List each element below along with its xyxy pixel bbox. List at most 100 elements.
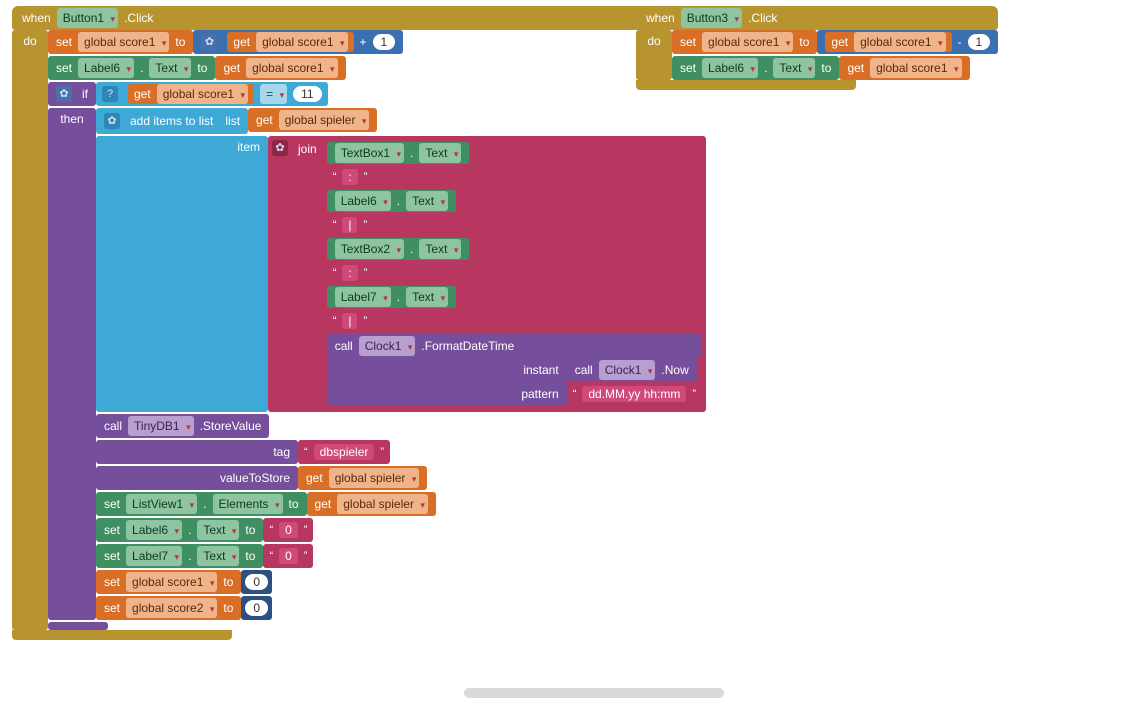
call-method-block[interactable]: call Clock1 .Now xyxy=(567,358,697,382)
op-dropdown[interactable]: = xyxy=(260,84,287,104)
block-row[interactable]: set global score2 to 0 xyxy=(96,596,706,620)
block-row[interactable]: set Label6 . Text to “0” xyxy=(96,518,706,542)
prop-getter[interactable]: Label7 . Text xyxy=(327,286,456,308)
blocks-workspace[interactable]: when Button1 .Click do set global score1… xyxy=(4,4,1135,704)
number-field[interactable]: 0 xyxy=(245,600,268,616)
stack-button3-click[interactable]: when Button3 .Click do set global score1… xyxy=(636,6,998,90)
component-dropdown[interactable]: TinyDB1 xyxy=(128,416,194,436)
horizontal-scrollbar[interactable] xyxy=(464,688,724,698)
text-field[interactable]: dbspieler xyxy=(314,444,375,460)
prop-dropdown[interactable]: Text xyxy=(197,546,239,566)
if-block[interactable]: ✿ if xyxy=(48,82,96,106)
component-dropdown[interactable]: Clock1 xyxy=(599,360,656,380)
if-header[interactable]: ✿ if ? get global score1 = 11 xyxy=(48,82,706,106)
var-dropdown[interactable]: global score1 xyxy=(256,32,347,52)
var-dropdown[interactable]: global score1 xyxy=(854,32,945,52)
prop-dropdown[interactable]: Elements xyxy=(213,494,283,514)
var-dropdown[interactable]: global score1 xyxy=(126,572,217,592)
get-block[interactable]: get global spieler xyxy=(298,466,427,490)
math-block[interactable]: ✿ get global score1 + 1 xyxy=(193,30,403,54)
tinydb-header[interactable]: call TinyDB1 .StoreValue xyxy=(96,414,706,438)
component-dropdown[interactable]: Label7 xyxy=(335,287,391,307)
component-dropdown[interactable]: Button3 xyxy=(681,8,742,28)
component-dropdown[interactable]: Label6 xyxy=(78,58,134,78)
set-prop-block[interactable]: set Label6 . Text to xyxy=(48,56,215,80)
component-dropdown[interactable]: TextBox1 xyxy=(335,143,404,163)
number-field[interactable]: 1 xyxy=(968,34,991,50)
prop-getter[interactable]: TextBox2 . Text xyxy=(327,238,470,260)
number-block[interactable]: 0 xyxy=(241,596,272,620)
gear-icon[interactable]: ✿ xyxy=(104,113,120,129)
var-dropdown[interactable]: global score2 xyxy=(126,598,217,618)
component-dropdown[interactable]: Button1 xyxy=(57,8,118,28)
text-block[interactable]: “dbspieler” xyxy=(298,440,390,464)
set-prop-block[interactable]: set Label6 . Text to xyxy=(96,518,263,542)
var-dropdown[interactable]: global spieler xyxy=(337,494,428,514)
prop-dropdown[interactable]: Text xyxy=(773,58,815,78)
call-method-block[interactable]: call Clock1 .FormatDateTime xyxy=(327,334,702,358)
set-prop-block[interactable]: set Label6 . Text to xyxy=(672,56,839,80)
number-field[interactable]: 1 xyxy=(373,34,396,50)
event-hat[interactable]: when Button1 .Click xyxy=(12,6,706,30)
set-global-block[interactable]: set global score1 to xyxy=(672,30,817,54)
prop-dropdown[interactable]: Text xyxy=(419,143,461,163)
text-block[interactable]: “dd.MM.yy hh:mm” xyxy=(567,382,702,406)
help-icon[interactable]: ? xyxy=(102,86,118,102)
set-global-block[interactable]: set global score1 to xyxy=(48,30,193,54)
text-block[interactable]: “0” xyxy=(263,518,313,542)
number-field[interactable]: 0 xyxy=(245,574,268,590)
var-dropdown[interactable]: global score1 xyxy=(870,58,961,78)
component-dropdown[interactable]: TextBox2 xyxy=(335,239,404,259)
add-items-block[interactable]: ✿ add items to list list xyxy=(96,108,248,134)
prop-dropdown[interactable]: Text xyxy=(406,287,448,307)
set-prop-block[interactable]: set ListView1 . Elements to xyxy=(96,492,307,516)
text-block[interactable]: “ : ” xyxy=(327,262,374,284)
prop-dropdown[interactable]: Text xyxy=(419,239,461,259)
text-field[interactable]: | xyxy=(342,217,357,233)
component-dropdown[interactable]: Label6 xyxy=(126,520,182,540)
get-block[interactable]: get global spieler xyxy=(307,492,436,516)
join-block[interactable]: ✿ join TextBox1 . Text xyxy=(268,136,706,412)
text-field[interactable]: dd.MM.yy hh:mm xyxy=(582,386,686,402)
gear-icon[interactable]: ✿ xyxy=(272,140,288,156)
text-block[interactable]: “ : ” xyxy=(327,166,374,188)
block-row[interactable]: set global score1 to ✿ get global score1… xyxy=(48,30,706,54)
var-dropdown[interactable]: global score1 xyxy=(246,58,337,78)
component-dropdown[interactable]: Clock1 xyxy=(359,336,416,356)
gear-icon[interactable]: ✿ xyxy=(201,34,217,50)
number-block[interactable]: 0 xyxy=(241,570,272,594)
block-row[interactable]: set global score1 to get global score1 -… xyxy=(672,30,998,54)
block-row[interactable]: set Label7 . Text to “0” xyxy=(96,544,706,568)
prop-getter[interactable]: Label6 . Text xyxy=(327,190,456,212)
add-items-header[interactable]: ✿ add items to list list get global spie… xyxy=(96,108,706,134)
stack-button1-click[interactable]: when Button1 .Click do set global score1… xyxy=(12,6,706,640)
text-field[interactable]: : xyxy=(342,265,357,281)
block-row[interactable]: set Label6 . Text to get global score1 xyxy=(672,56,998,80)
logic-compare[interactable]: ? get global score1 = 11 xyxy=(96,82,328,106)
var-dropdown[interactable]: global score1 xyxy=(78,32,169,52)
text-field[interactable]: 0 xyxy=(279,548,298,564)
math-block[interactable]: get global score1 - 1 xyxy=(817,30,998,54)
get-block[interactable]: get global score1 xyxy=(839,56,969,80)
get-block[interactable]: get global score1 xyxy=(215,56,345,80)
prop-dropdown[interactable]: Text xyxy=(197,520,239,540)
prop-getter[interactable]: TextBox1 . Text xyxy=(327,142,470,164)
set-global-block[interactable]: set global score2 to xyxy=(96,596,241,620)
number-field[interactable]: 11 xyxy=(293,86,321,102)
block-row[interactable]: set Label6 . Text to get global score1 xyxy=(48,56,706,80)
event-hat[interactable]: when Button3 .Click xyxy=(636,6,998,30)
var-dropdown[interactable]: global score1 xyxy=(157,84,248,104)
text-field[interactable]: | xyxy=(342,313,357,329)
component-dropdown[interactable]: Label6 xyxy=(335,191,391,211)
get-block[interactable]: get global spieler xyxy=(248,108,377,132)
prop-dropdown[interactable]: Text xyxy=(406,191,448,211)
gear-icon[interactable]: ✿ xyxy=(56,86,72,102)
set-prop-block[interactable]: set Label7 . Text to xyxy=(96,544,263,568)
component-dropdown[interactable]: Label7 xyxy=(126,546,182,566)
text-field[interactable]: : xyxy=(342,169,357,185)
block-row[interactable]: set ListView1 . Elements to get global s… xyxy=(96,492,706,516)
text-field[interactable]: 0 xyxy=(279,522,298,538)
text-block[interactable]: “ | ” xyxy=(327,310,373,332)
text-block[interactable]: “0” xyxy=(263,544,313,568)
set-global-block[interactable]: set global score1 to xyxy=(96,570,241,594)
